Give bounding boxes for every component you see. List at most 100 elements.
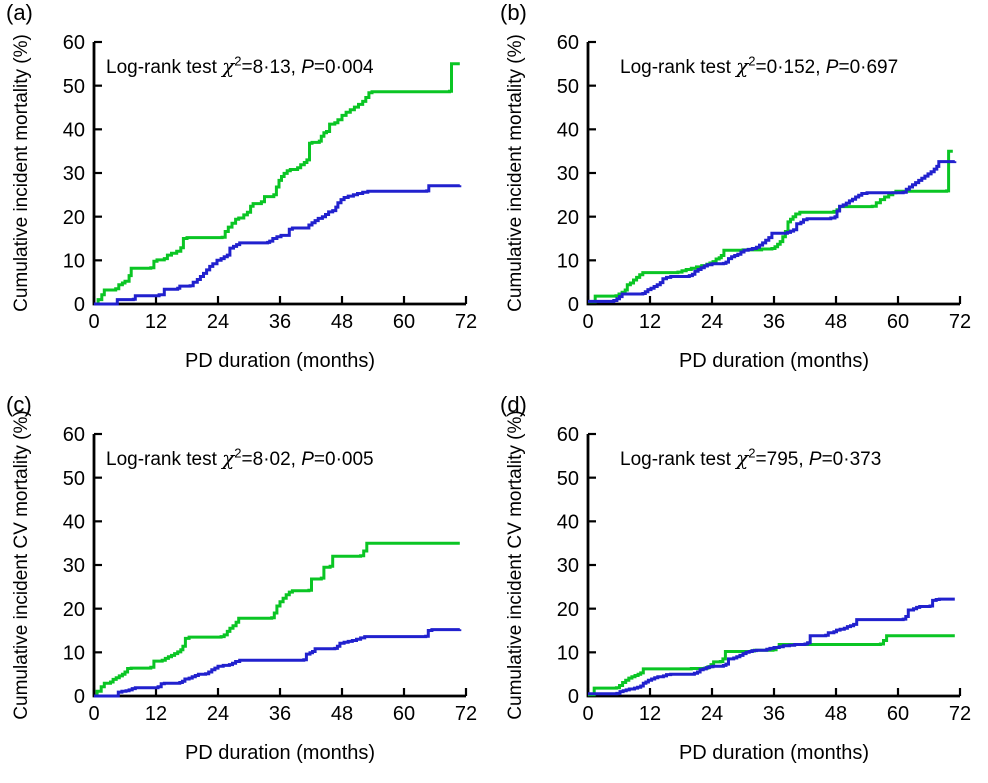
chi-symbol: χ (736, 446, 749, 470)
y-tick-label: 60 (557, 32, 579, 54)
logrank-annotation: Log-rank test χ2=0·152, P=0·697 (620, 54, 898, 79)
y-axis-title-wrap: Cumulative incident mortality (%) (498, 12, 534, 334)
panel-c: (c) Cumulative incident CV mortality (%)… (0, 392, 494, 783)
y-tick-label: 40 (63, 120, 85, 142)
y-tick-label: 0 (568, 294, 579, 316)
annotation-prefix: Log-rank test (106, 57, 223, 78)
y-axis-title-wrap: Cumulative incident CV mortality (%) (498, 404, 534, 726)
y-tick-label: 50 (63, 76, 85, 98)
axes-lines (586, 42, 960, 306)
y-tick-label: 40 (557, 512, 579, 534)
plot-area: 0 10 20 30 40 50 60 0 12 24 36 48 60 72 Log-rank test… (534, 404, 974, 765)
x-tick-label: 48 (825, 311, 847, 333)
chi-value: =8·02, (241, 449, 302, 470)
x-tick-label: 72 (455, 311, 477, 333)
y-tick-label: 60 (557, 424, 579, 446)
x-axis-title: PD duration (months) (184, 742, 376, 764)
x-axis-title: PD duration (months) (678, 350, 870, 372)
survival-plot: 0 10 20 30 40 50 60 0 12 24 36 48 60 72 (557, 32, 971, 333)
panel-letter: (d) (500, 392, 527, 417)
panel-b: (b) Cumulative incident mortality (%) 0 1… (494, 0, 988, 392)
x-tick-label: 24 (207, 311, 229, 333)
series-green-curve (94, 62, 460, 306)
axes-lines (586, 434, 960, 698)
x-tick-label: 48 (331, 311, 353, 333)
x-tick-label: 0 (88, 703, 99, 725)
y-axis-title-wrap: Cumulative incident CV mortality (%) (4, 404, 40, 726)
logrank-annotation: Log-rank test χ2=8·13, P=0·004 (106, 54, 374, 79)
x-tick-label: 48 (331, 703, 353, 725)
y-tick-label: 10 (63, 251, 85, 273)
panel-d: (d) Cumulative incident CV mortality (%)… (494, 392, 988, 783)
survival-plot: 0 10 20 30 40 50 60 0 12 24 36 48 60 72 (63, 424, 477, 725)
y-tick-label: 40 (557, 120, 579, 142)
annotation-prefix: Log-rank test (620, 449, 737, 470)
series-blue-curve (588, 160, 957, 303)
y-tick-label: 50 (557, 468, 579, 490)
panel-a: (a) Cumulative incident mortality (%) 0 1… (0, 0, 494, 392)
y-tick-label: 10 (63, 643, 85, 665)
chi-value: =795, (755, 449, 809, 470)
x-tick-label: 72 (455, 703, 477, 725)
x-tick-label: 24 (701, 703, 723, 725)
p-value: =0·005 (313, 449, 374, 470)
x-tick-label: 0 (582, 311, 593, 333)
y-tick-label: 20 (557, 207, 579, 229)
y-tick-label: 20 (63, 207, 85, 229)
chi-symbol: χ (736, 54, 749, 78)
y-tick-label: 30 (63, 163, 85, 185)
logrank-annotation: Log-rank test χ2=795, P=0·373 (620, 446, 881, 471)
y-tick-label: 60 (63, 32, 85, 54)
x-tick-label: 12 (639, 311, 661, 333)
plot-area: 0 10 20 30 40 50 60 0 12 24 36 48 60 72 Log-rank test… (40, 12, 480, 373)
p-value: =0·004 (313, 57, 374, 78)
chi-superscript: 2 (234, 53, 242, 69)
chi-symbol: χ (222, 446, 235, 470)
x-tick-label: 36 (763, 311, 785, 333)
y-axis-title: Cumulative incident mortality (%) (11, 34, 32, 312)
p-symbol: P (301, 57, 314, 78)
chi-value: =8·13, (241, 57, 302, 78)
chi-symbol: χ (222, 54, 235, 78)
y-tick-label: 50 (557, 76, 579, 98)
chi-superscript: 2 (748, 445, 756, 461)
y-tick-label: 10 (557, 643, 579, 665)
logrank-annotation: Log-rank test χ2=8·02, P=0·005 (106, 446, 374, 471)
series-green-curve (94, 541, 460, 698)
y-tick-label: 30 (557, 163, 579, 185)
annotation-prefix: Log-rank test (106, 449, 223, 470)
y-tick-label: 30 (63, 555, 85, 577)
p-symbol: P (301, 449, 314, 470)
x-tick-label: 24 (701, 311, 723, 333)
x-tick-label: 36 (763, 703, 785, 725)
plot-area: 0 10 20 30 40 50 60 0 12 24 36 48 60 72 Log-rank test… (40, 404, 480, 765)
y-tick-label: 20 (557, 599, 579, 621)
chi-superscript: 2 (234, 445, 242, 461)
y-tick-label: 50 (63, 468, 85, 490)
x-tick-label: 60 (887, 311, 909, 333)
y-axis-title: Cumulative incident mortality (%) (505, 34, 526, 312)
axes-lines (92, 42, 466, 306)
series-green-curve (588, 149, 953, 304)
series-blue-curve (588, 597, 955, 696)
x-tick-label: 0 (88, 311, 99, 333)
x-tick-label: 12 (639, 703, 661, 725)
y-tick-label: 10 (557, 251, 579, 273)
survival-plot: 0 10 20 30 40 50 60 0 12 24 36 48 60 72 (63, 32, 477, 333)
y-tick-label: 60 (63, 424, 85, 446)
x-tick-label: 72 (949, 311, 971, 333)
y-tick-label: 40 (63, 512, 85, 534)
p-symbol: P (808, 449, 822, 470)
x-tick-label: 12 (145, 703, 167, 725)
y-axis-title-wrap: Cumulative incident mortality (%) (4, 12, 40, 334)
y-tick-label: 0 (74, 294, 85, 316)
y-tick-label: 30 (557, 555, 579, 577)
axes-lines (92, 434, 466, 698)
x-tick-label: 0 (582, 703, 593, 725)
y-tick-label: 0 (74, 686, 85, 708)
panel-letter: (c) (6, 392, 32, 417)
x-tick-label: 36 (269, 311, 291, 333)
p-symbol: P (825, 57, 839, 78)
series-blue-curve (94, 628, 462, 698)
y-axis-title: Cumulative incident CV mortality (%) (11, 410, 32, 720)
